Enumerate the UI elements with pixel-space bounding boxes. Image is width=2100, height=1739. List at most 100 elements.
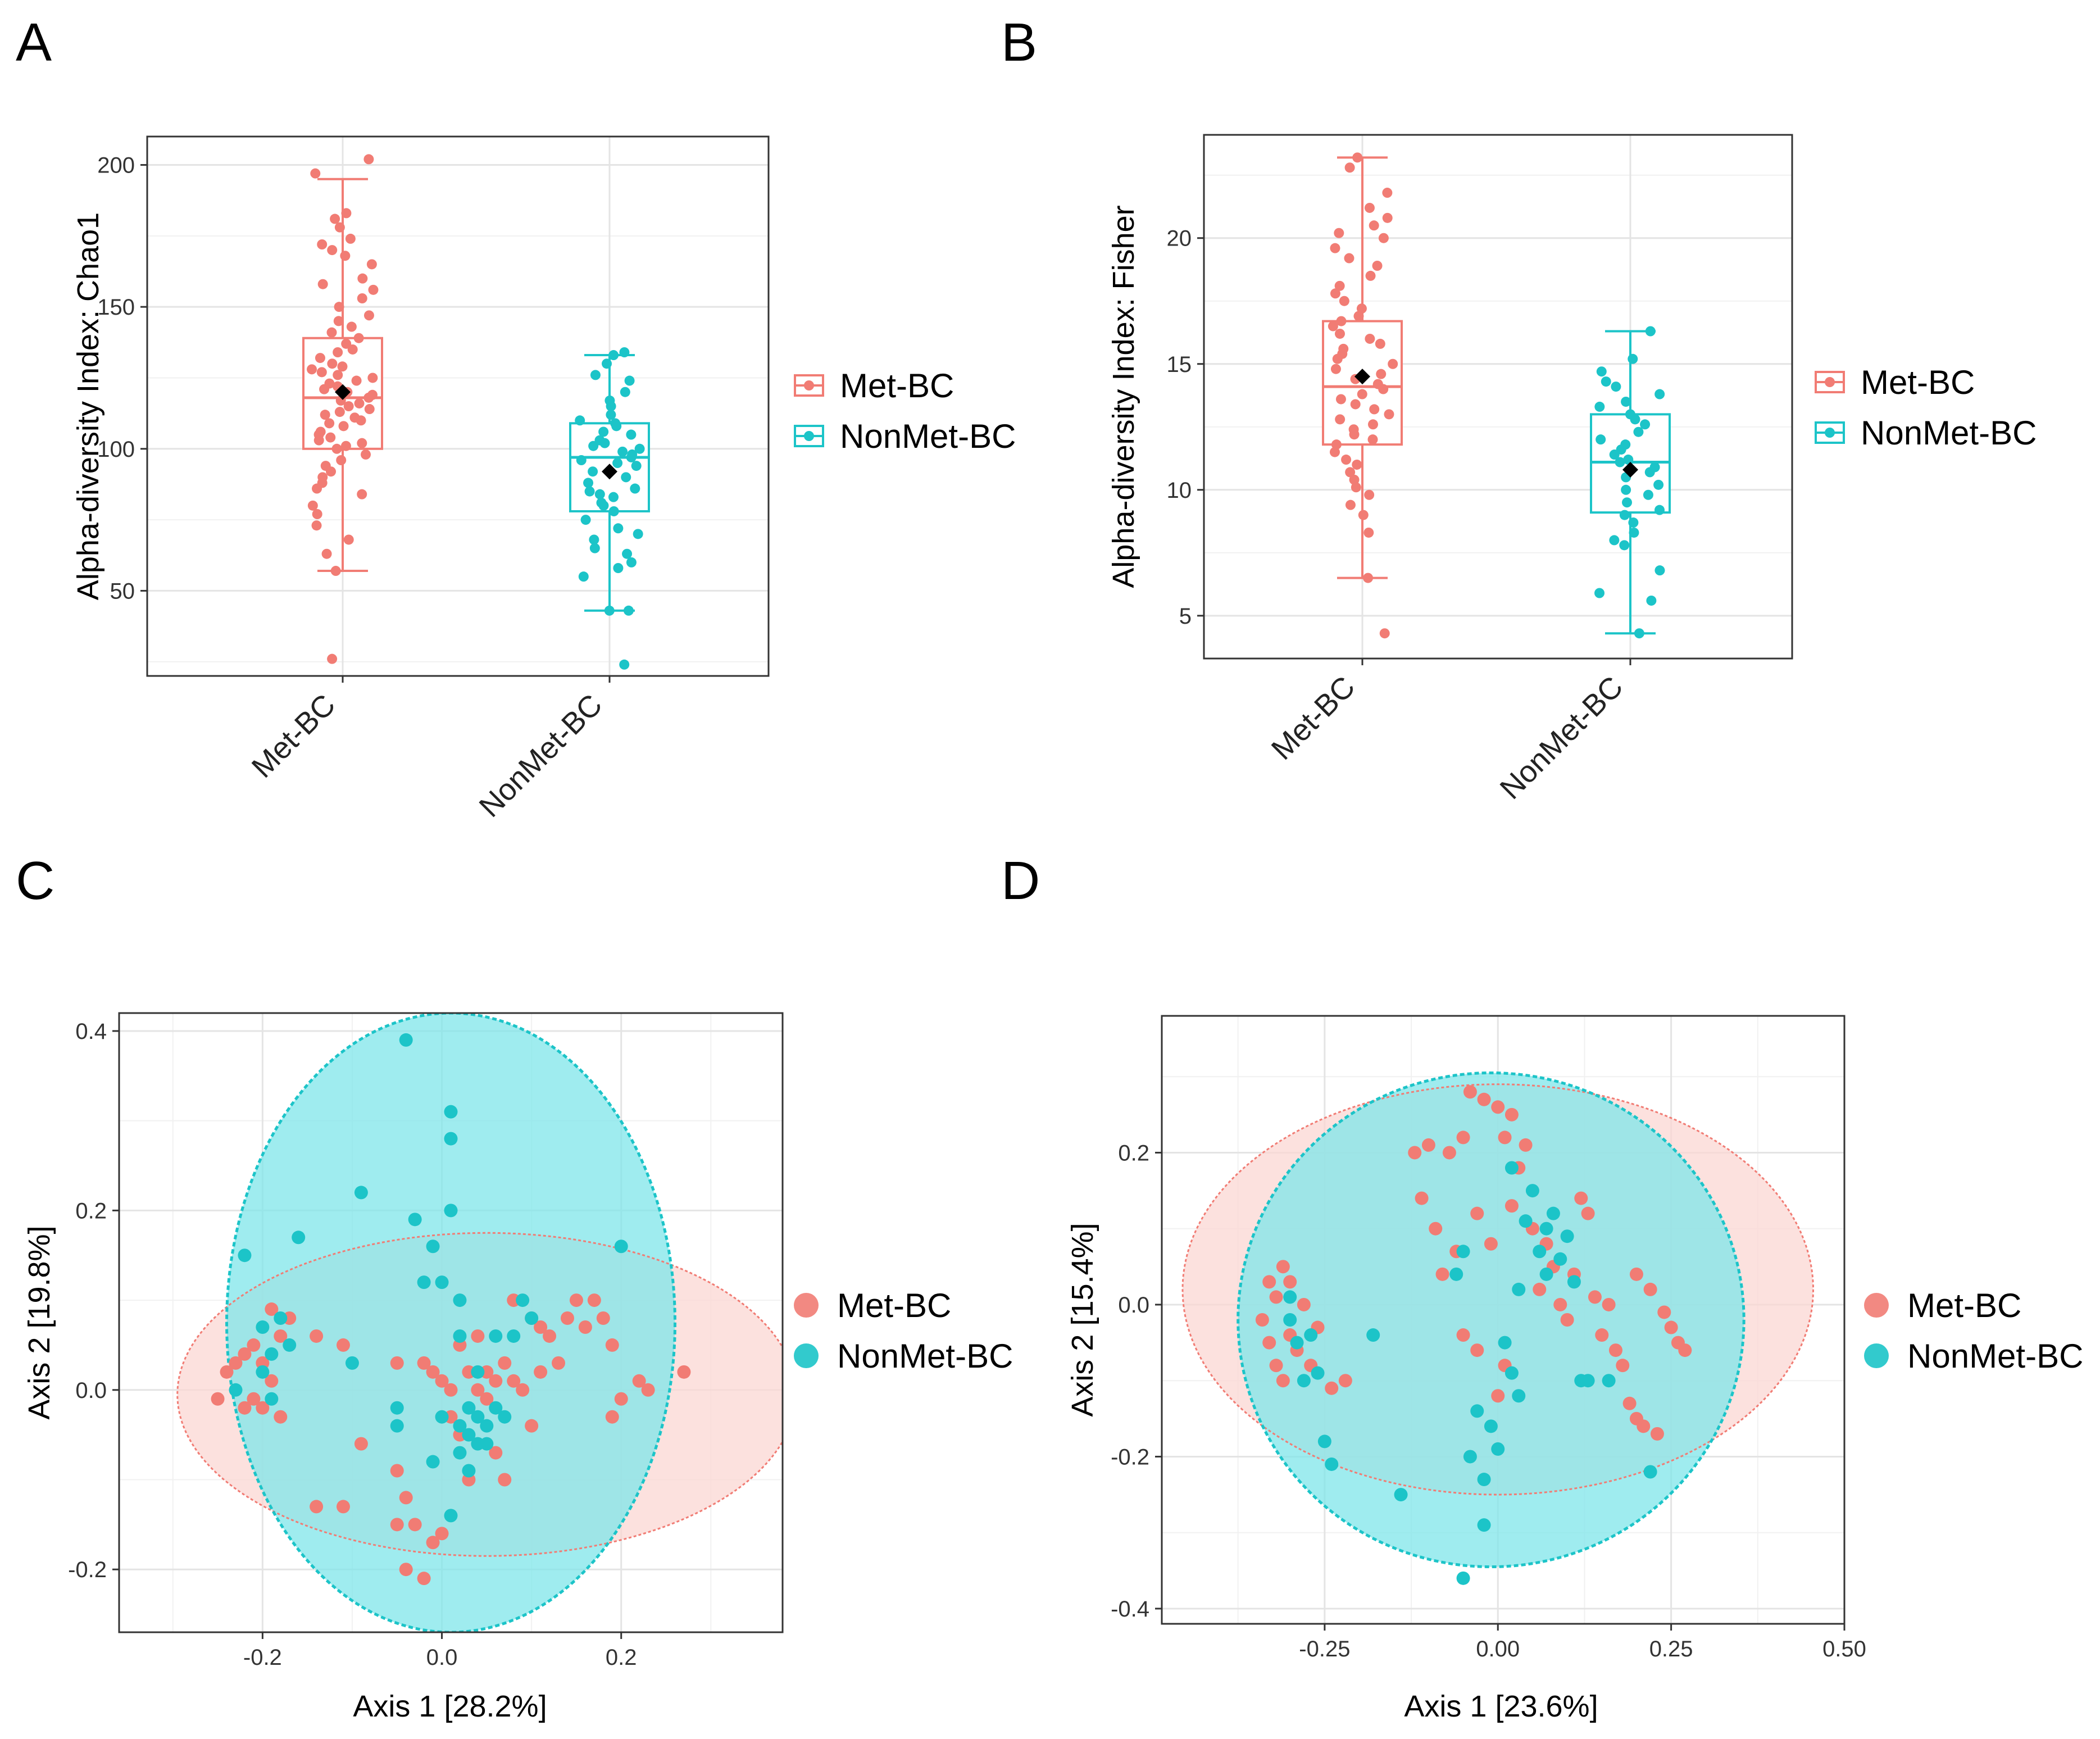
data-point xyxy=(337,361,348,372)
ellipse-outline-NonMet-BC xyxy=(225,1013,676,1632)
series-NonMet-BC xyxy=(229,1033,628,1523)
data-point xyxy=(319,384,330,394)
data-point xyxy=(274,1311,288,1325)
data-point xyxy=(1622,1396,1637,1410)
data-point xyxy=(336,1500,350,1514)
y-tick-label: 0.0 xyxy=(75,1378,107,1403)
data-point xyxy=(632,1374,646,1388)
data-point xyxy=(399,1033,413,1047)
data-point xyxy=(605,1410,619,1424)
data-point xyxy=(444,1204,458,1218)
data-point xyxy=(1304,1328,1318,1342)
data-point xyxy=(626,452,637,462)
data-point xyxy=(265,1347,279,1361)
data-point xyxy=(357,273,368,284)
data-point xyxy=(1328,321,1338,332)
data-point xyxy=(1602,1374,1616,1388)
plot-background xyxy=(1204,135,1792,659)
data-point xyxy=(1269,1359,1283,1373)
data-point xyxy=(1525,1184,1539,1198)
data-point xyxy=(417,1275,431,1290)
legend-key-point xyxy=(1825,377,1835,387)
y-axis-title: Axis 2 [19.8%] xyxy=(22,1225,56,1419)
data-point xyxy=(1616,1359,1630,1373)
data-point xyxy=(326,327,337,338)
legend-key-point xyxy=(804,380,814,391)
data-point xyxy=(1297,1297,1311,1311)
data-point xyxy=(336,455,347,465)
data-point xyxy=(1594,588,1605,598)
data-point xyxy=(1553,1297,1567,1311)
data-point xyxy=(1335,414,1346,425)
legend-item: Met-BC xyxy=(794,367,954,405)
data-point xyxy=(1334,328,1345,339)
data-point xyxy=(1339,296,1349,306)
y-tick-label: 5 xyxy=(1179,604,1192,629)
data-point xyxy=(1372,261,1383,271)
data-point xyxy=(238,1347,252,1361)
data-point xyxy=(587,1293,601,1307)
legend: Met-BC NonMet-BC xyxy=(1864,1287,2083,1375)
data-point xyxy=(1463,1085,1477,1099)
data-point xyxy=(1269,1290,1283,1304)
y-tick-label: 20 xyxy=(1167,226,1192,251)
data-point xyxy=(1421,1138,1435,1152)
data-point xyxy=(619,659,630,670)
data-point xyxy=(1504,1107,1519,1122)
data-point xyxy=(343,534,354,545)
panel-letter: A xyxy=(16,12,52,72)
data-point xyxy=(1366,1328,1380,1342)
data-point xyxy=(351,375,362,386)
data-point xyxy=(334,222,345,233)
data-point xyxy=(292,1231,306,1245)
data-point xyxy=(229,1383,243,1397)
data-point xyxy=(1650,1427,1664,1441)
data-point xyxy=(1560,1229,1574,1243)
data-point xyxy=(1633,426,1644,437)
legend-label: Met-BC xyxy=(1861,364,1975,401)
y-axis-title: Alpha-diversity Index: Chao1 xyxy=(71,212,105,600)
data-point xyxy=(1654,389,1665,399)
data-point xyxy=(315,353,325,364)
legend-label: NonMet-BC xyxy=(840,417,1016,455)
data-point xyxy=(307,364,317,375)
data-point xyxy=(619,347,630,357)
legend-item: Met-BC xyxy=(794,1287,951,1324)
data-point xyxy=(363,392,374,403)
data-point xyxy=(1629,527,1639,538)
data-point xyxy=(312,483,322,494)
data-point xyxy=(444,1383,458,1397)
data-point xyxy=(238,1401,252,1415)
data-point xyxy=(622,548,633,559)
data-point xyxy=(1609,535,1620,546)
data-point xyxy=(390,1401,404,1415)
data-point xyxy=(1664,1320,1678,1334)
data-point xyxy=(426,1239,440,1254)
data-point xyxy=(589,543,600,553)
y-tick-label: 0.4 xyxy=(75,1019,107,1044)
ellipse-fill-NonMet-BC xyxy=(226,1013,675,1632)
data-point xyxy=(552,1356,566,1370)
legend: Met-BC NonMet-BC xyxy=(794,367,1016,455)
data-point xyxy=(1637,1419,1651,1433)
data-point xyxy=(324,418,335,429)
plot-frame xyxy=(1203,134,1793,660)
data-point xyxy=(1678,1343,1692,1357)
data-point xyxy=(321,548,332,559)
legend-label: Met-BC xyxy=(837,1287,951,1324)
data-point xyxy=(1345,467,1356,478)
ellipse-outline-NonMet-BC xyxy=(1237,1071,1746,1569)
data-point xyxy=(1352,459,1362,470)
data-point xyxy=(453,1446,467,1460)
data-point xyxy=(1504,1366,1519,1380)
data-point xyxy=(1560,1313,1574,1327)
data-point xyxy=(1621,396,1631,407)
x-tick-label: -0.25 xyxy=(1299,1637,1350,1661)
data-point xyxy=(1609,449,1620,460)
data-point xyxy=(247,1338,261,1352)
data-point xyxy=(317,239,328,249)
confidence-ellipses xyxy=(176,1013,783,1632)
data-point xyxy=(426,1455,440,1469)
data-point xyxy=(623,605,634,616)
data-point xyxy=(333,347,343,357)
